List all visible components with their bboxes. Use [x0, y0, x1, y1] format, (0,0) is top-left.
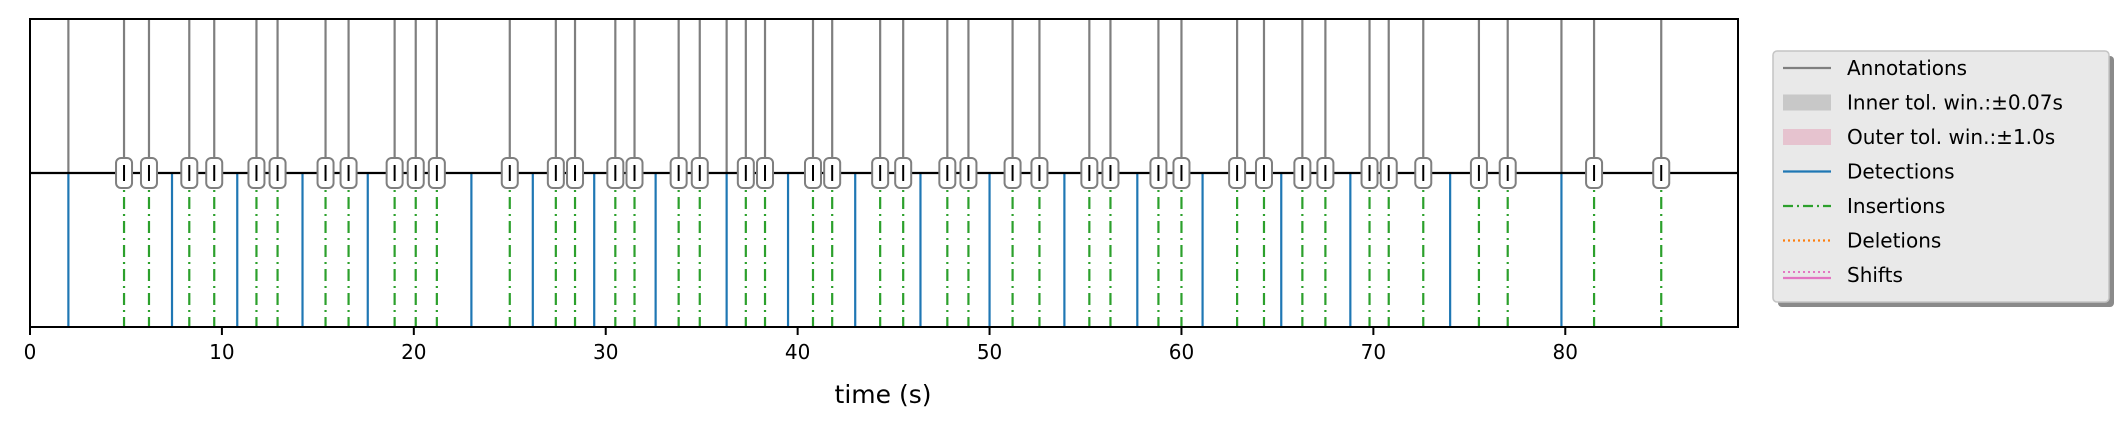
legend-entry: Deletions — [1783, 229, 1941, 253]
event-marker — [1228, 157, 1247, 189]
event-marker — [606, 157, 625, 189]
event-marker — [180, 157, 199, 189]
event-marker — [736, 157, 755, 189]
event-marker — [803, 157, 822, 189]
event-marker — [690, 157, 709, 189]
event-marker — [406, 157, 425, 189]
x-tick-label: 10 — [209, 340, 234, 364]
event-marker — [1149, 157, 1168, 189]
x-tick-label: 40 — [785, 340, 810, 364]
event-marker — [1379, 157, 1398, 189]
legend-entry: Insertions — [1783, 194, 1945, 218]
event-marker — [1316, 157, 1335, 189]
event-marker — [756, 157, 775, 189]
legend: Annotations Inner tol. win.:±0.07s Outer t… — [1772, 50, 2114, 307]
event-marker — [427, 157, 446, 189]
x-tick-label: 20 — [401, 340, 426, 364]
event-marker — [566, 157, 585, 189]
legend-entry: Shifts — [1783, 263, 1903, 287]
plot-area — [29, 18, 1739, 328]
event-marker — [625, 157, 644, 189]
event-marker — [938, 157, 957, 189]
legend-label: Annotations — [1847, 56, 1967, 80]
event-marker — [1360, 157, 1379, 189]
legend-entry: Detections — [1783, 160, 1955, 184]
plot-frame — [29, 18, 1739, 328]
legend-label: Deletions — [1847, 229, 1941, 253]
event-marker — [316, 157, 335, 189]
x-tick-label: 60 — [1169, 340, 1194, 364]
legend-label: Outer tol. win.:±1.0s — [1847, 125, 2055, 149]
event-marker — [205, 157, 224, 189]
legend-swatch — [1783, 94, 1831, 111]
event-marker — [959, 157, 978, 189]
event-marker — [385, 157, 404, 189]
legend-entry: Outer tol. win.:±1.0s — [1783, 125, 2055, 149]
legend-label: Insertions — [1847, 194, 1945, 218]
event-marker — [339, 157, 358, 189]
event-marker — [1469, 157, 1488, 189]
event-marker — [1414, 157, 1433, 189]
x-axis-label: time (s) — [835, 380, 932, 409]
x-tick-label: 30 — [593, 340, 618, 364]
event-marker — [268, 157, 287, 189]
event-marker — [871, 157, 890, 189]
event-marker — [1080, 157, 1099, 189]
event-marker — [500, 157, 519, 189]
x-tick-label: 80 — [1553, 340, 1578, 364]
event-marker — [669, 157, 688, 189]
x-tick-label: 70 — [1361, 340, 1386, 364]
event-marker — [1585, 157, 1604, 189]
legend-swatch — [1783, 129, 1831, 145]
event-marker — [894, 157, 913, 189]
legend-box — [1772, 50, 2110, 303]
event-marker — [1030, 157, 1049, 189]
event-marker — [823, 157, 842, 189]
event-marker — [1254, 157, 1273, 189]
legend-entry: Annotations — [1783, 56, 1967, 80]
event-marker — [1293, 157, 1312, 189]
event-marker — [1003, 157, 1022, 189]
event-marker — [1652, 157, 1671, 189]
legend-label: Inner tol. win.:±0.07s — [1847, 91, 2063, 115]
legend-entry: Inner tol. win.:±0.07s — [1783, 91, 2063, 115]
event-marker — [1172, 157, 1191, 189]
event-marker — [139, 157, 158, 189]
x-tick-label: 0 — [24, 340, 37, 364]
event-marker — [546, 157, 565, 189]
event-marker — [1498, 157, 1517, 189]
x-axis: 0 10 20 30 40 50 60 70 80 — [24, 327, 1578, 364]
x-tick-label: 50 — [977, 340, 1002, 364]
event-marker — [115, 157, 134, 189]
event-marker — [247, 157, 266, 189]
legend-label: Shifts — [1847, 263, 1903, 287]
legend-label: Detections — [1847, 160, 1955, 184]
event-marker — [1101, 157, 1120, 189]
